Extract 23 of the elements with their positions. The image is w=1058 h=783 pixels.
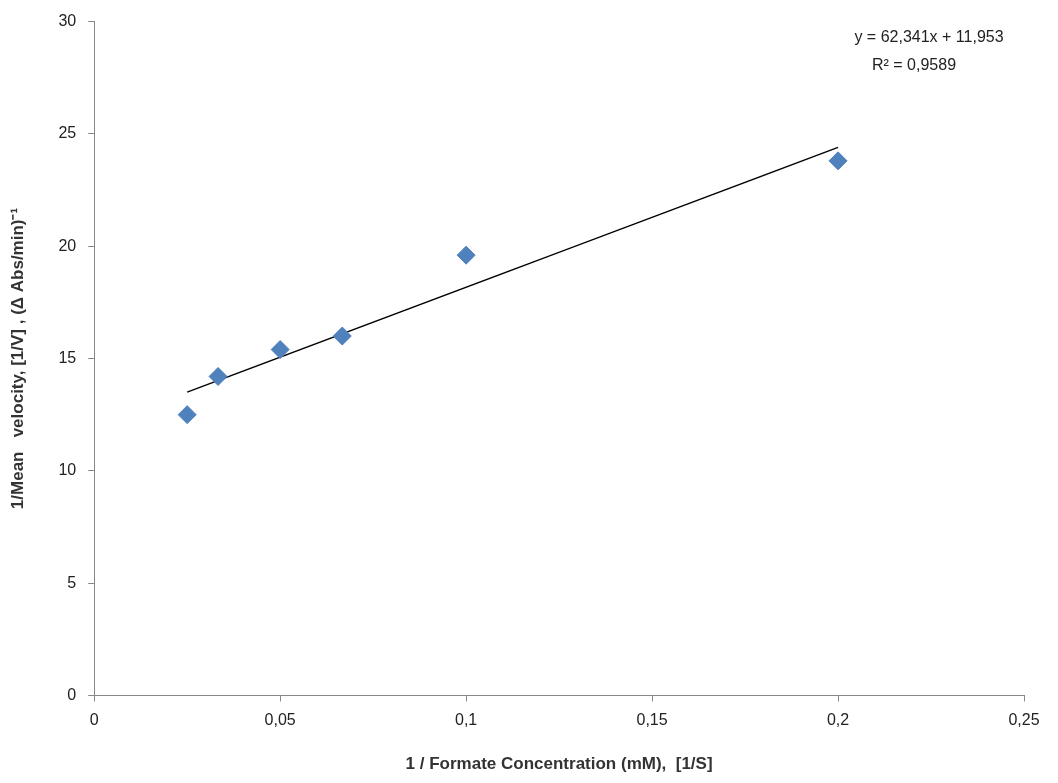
x-tick-label: 0,25 bbox=[1008, 711, 1040, 729]
x-tick-label: 0,05 bbox=[264, 711, 296, 729]
x-tick-label: 0,2 bbox=[826, 711, 850, 729]
annotation: R² = 0,9589 bbox=[871, 56, 957, 74]
y-tick-label: 25 bbox=[58, 124, 77, 142]
point bbox=[456, 245, 476, 265]
y-tick-label: 10 bbox=[58, 461, 77, 479]
y-tick-label: 30 bbox=[58, 12, 77, 30]
point bbox=[270, 340, 290, 360]
x-tick-label: 0,15 bbox=[636, 711, 668, 729]
y-tick-label: 5 bbox=[67, 573, 77, 591]
y-tick-label: 0 bbox=[67, 685, 77, 703]
y-axis-title: 1/Mean velocity, [1/V] , (Δ Abs/min)⁻¹ bbox=[7, 207, 27, 510]
point bbox=[177, 405, 197, 425]
x-tick-label: 0 bbox=[89, 711, 99, 729]
x-tick-label: 0,1 bbox=[454, 711, 478, 729]
point bbox=[332, 326, 352, 346]
y-tick-label: 20 bbox=[58, 236, 77, 254]
x-axis-title: 1 / Formate Concentration (mM), [1/S] bbox=[405, 754, 713, 774]
point bbox=[208, 366, 228, 386]
point bbox=[828, 151, 848, 171]
annotation: y = 62,341x + 11,953 bbox=[854, 28, 1004, 46]
y-tick-label: 15 bbox=[58, 348, 77, 366]
